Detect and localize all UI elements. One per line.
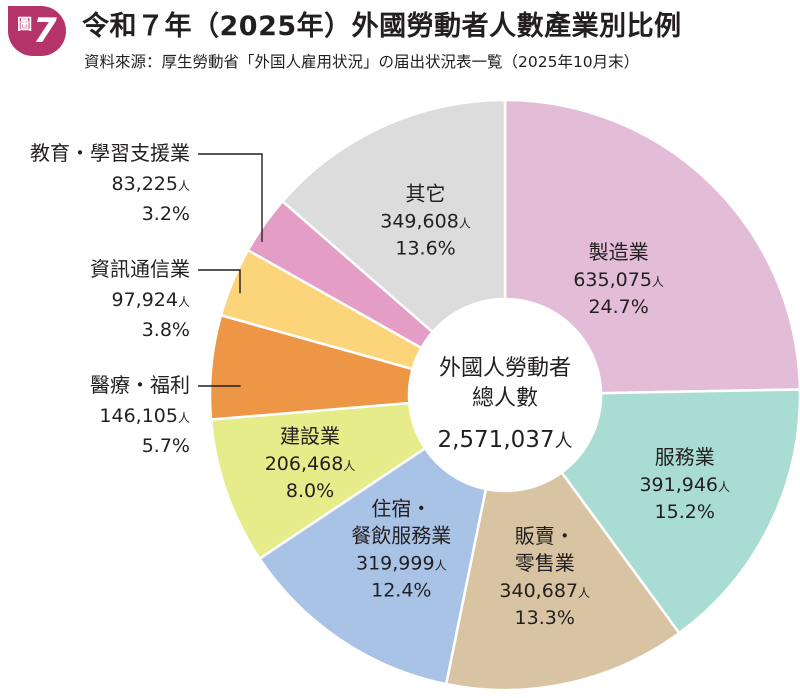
slice-8 — [280, 98, 507, 334]
slice-5-label: 醫療・福利 — [90, 373, 190, 397]
slice-5-percent: 5.7% — [142, 435, 190, 457]
slice-0-label: 製造業 — [589, 240, 649, 264]
slice-2-label: 販賣・ — [515, 524, 575, 548]
chart-source: 資料來源：厚生勞動省「外国人雇用状況」の届出状況表一覧（2025年10月末） — [84, 53, 640, 71]
slice-4-value: 206,468人 — [265, 453, 356, 475]
slice-0-value: 635,075人 — [573, 269, 664, 291]
slice-8-label: 其它 — [406, 181, 446, 205]
slice-1-label: 服務業 — [655, 445, 715, 469]
slice-7-percent: 3.2% — [142, 203, 190, 225]
slice-3-percent: 12.4% — [371, 580, 431, 602]
slice-6-value: 97,924人 — [112, 289, 191, 311]
center-label-line1: 外國人勞動者 — [439, 356, 571, 381]
slice-0 — [503, 98, 800, 395]
slice-2-label-line2: 零售業 — [515, 551, 575, 575]
slice-8-value: 349,608人 — [380, 210, 471, 232]
slice-3-value: 319,999人 — [356, 553, 447, 575]
center-total: 2,571,037人 — [437, 427, 572, 453]
slice-8-percent: 13.6% — [395, 237, 455, 259]
slice-6-label: 資訊通信業 — [90, 257, 190, 281]
slice-4-label: 建設業 — [280, 424, 340, 448]
figure-badge: 圖 7 — [8, 6, 66, 56]
slice-7-leader — [198, 153, 263, 242]
slice-2-value: 340,687人 — [499, 580, 590, 602]
slice-0-percent: 24.7% — [588, 296, 648, 318]
figure-number: 7 — [33, 11, 57, 51]
slice-4 — [209, 401, 427, 561]
slice-5-value: 146,105人 — [99, 405, 190, 427]
slice-1-value: 391,946人 — [639, 474, 730, 496]
slice-6-leader — [198, 269, 241, 294]
center-label-line2: 總人數 — [472, 386, 538, 411]
slice-2-percent: 13.3% — [515, 607, 575, 629]
chart-title: 令和７年（2025年）外國勞動者人數產業別比例 — [82, 11, 682, 42]
slice-7-value: 83,225人 — [112, 173, 191, 195]
slice-4-percent: 8.0% — [286, 480, 334, 502]
slice-6-percent: 3.8% — [142, 319, 190, 341]
slice-2 — [444, 470, 681, 692]
slice-3-label-line2: 餐飲服務業 — [351, 524, 451, 548]
slice-3-label: 住宿・ — [371, 497, 431, 521]
figure-label: 圖 — [17, 14, 33, 33]
slice-1 — [559, 388, 800, 635]
slice-1-percent: 15.2% — [655, 501, 715, 523]
slice-3 — [257, 446, 488, 686]
slice-7-label: 教育・學習支援業 — [30, 141, 190, 165]
